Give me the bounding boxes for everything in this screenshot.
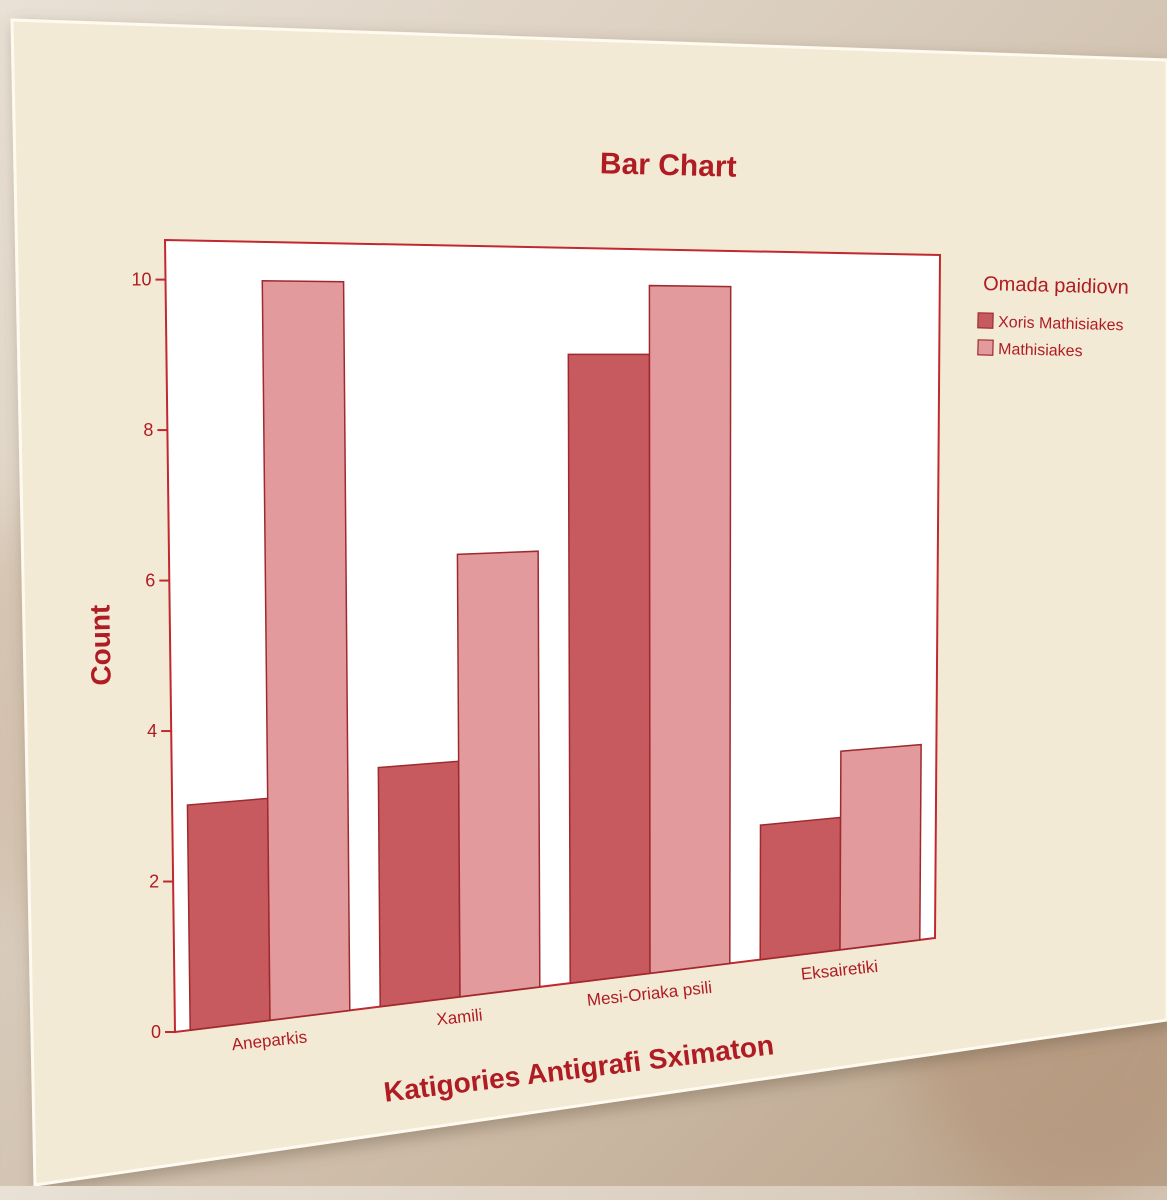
bar-mathisiakes <box>648 284 732 975</box>
y-tick-label: 8 <box>143 420 153 440</box>
bar-xoris <box>567 353 651 984</box>
y-tick-label: 6 <box>145 571 155 591</box>
legend-label: Xoris Mathisiakes <box>998 314 1124 334</box>
plot-area <box>163 238 942 1034</box>
bar-mathisiakes <box>456 550 541 998</box>
y-axis-title: Count <box>84 604 116 685</box>
bar-mathisiakes <box>839 743 922 951</box>
y-tick-label: 0 <box>151 1022 161 1042</box>
bar-xoris <box>186 797 271 1031</box>
bar-mathisiakes <box>261 280 351 1022</box>
y-tick-label: 2 <box>149 872 159 892</box>
y-tick-label: 4 <box>147 721 157 741</box>
chart-title: Bar Chart <box>599 147 737 184</box>
legend-swatch <box>977 339 994 356</box>
legend-swatch <box>977 312 994 329</box>
y-tick-label: 10 <box>131 270 151 290</box>
legend-title: Omada paidiovn <box>983 273 1129 299</box>
legend-label: Mathisiakes <box>998 341 1083 360</box>
bar-xoris <box>759 816 842 961</box>
bar-xoris <box>377 760 461 1008</box>
category-label: Xamili <box>435 1005 483 1029</box>
